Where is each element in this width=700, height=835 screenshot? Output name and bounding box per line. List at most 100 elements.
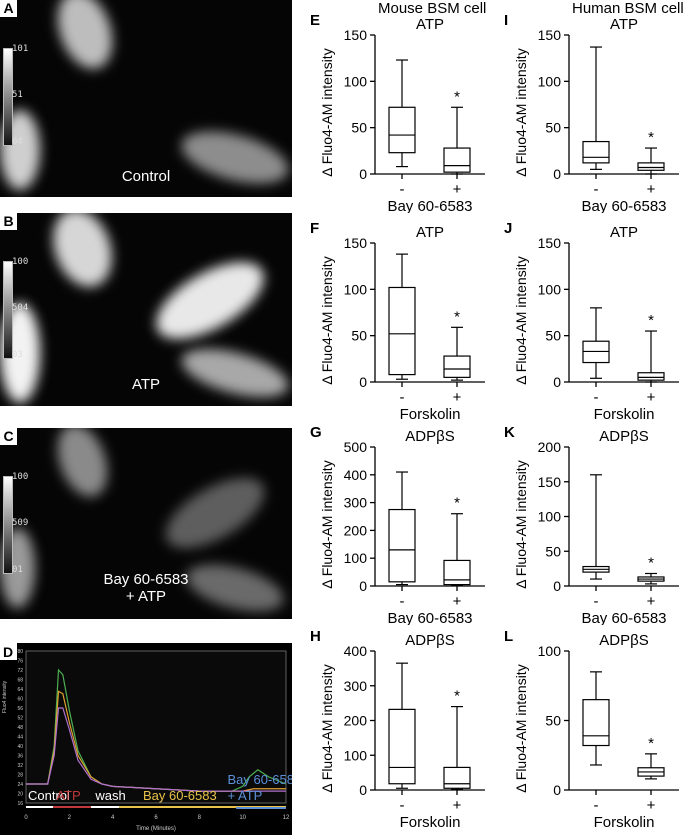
scale-tick: 100: [12, 472, 29, 482]
cell-body: [42, 213, 123, 295]
box-iqr: [388, 508, 416, 583]
column-title-mouse: Mouse BSM cell: [378, 0, 487, 17]
y-tick-label: 0: [553, 374, 561, 390]
y-tick-label: 64: [17, 687, 23, 693]
x-tick-label: +: [647, 389, 656, 406]
x-tick-label: 0: [24, 815, 28, 821]
y-tick-label: 36: [17, 754, 23, 760]
panel-label: D: [3, 644, 13, 660]
y-tick-label: 50: [545, 328, 561, 344]
box-iqr: [388, 286, 416, 376]
y-tick-label: 400: [344, 467, 368, 483]
y-tick-label: 300: [344, 678, 368, 694]
x-tick-label: -: [400, 389, 405, 406]
y-tick-label: 20: [17, 792, 23, 798]
y-tick-label: 0: [359, 166, 367, 182]
boxplot-G: G ADPβS 0 100 200 300 400 500 Δ Fluo4-AM intensi…: [310, 424, 485, 625]
scale-tick: 51: [12, 90, 23, 100]
y-tick-label: 500: [344, 439, 368, 455]
significance-marker: *: [648, 735, 654, 752]
cell-body: [48, 428, 117, 504]
box-iqr: [443, 147, 471, 173]
box-iqr: [582, 699, 610, 747]
y-tick-label: 68: [17, 678, 23, 684]
y-tick-label: 200: [344, 522, 368, 538]
x-tick-label: -: [400, 797, 405, 814]
panel-label: C: [0, 428, 17, 445]
y-axis-label: Δ Fluo4-AM intensity: [513, 256, 529, 384]
panel-letter: G: [310, 424, 322, 441]
x-tick-label: 2: [68, 815, 72, 821]
x-axis-label: Forskolin: [594, 814, 655, 829]
panel-letter: J: [504, 220, 512, 237]
y-tick-label: 100: [344, 73, 368, 89]
y-tick-label: 150: [344, 235, 368, 251]
boxplot-F: F ATP 0 50 100 150 Δ Fluo4-AM intensity - + * Fors…: [310, 220, 485, 421]
column-title-human: Human BSM cell: [572, 0, 684, 17]
y-tick-label: 40: [17, 744, 23, 750]
y-axis-label: Δ Fluo4-AM intensity: [513, 460, 529, 588]
y-tick-label: 150: [344, 27, 368, 43]
x-tick-label: -: [400, 181, 405, 198]
significance-marker: *: [648, 554, 654, 571]
micrograph-bay-atp: C 100 509 01 Bay 60-6583 + ATP: [0, 428, 292, 619]
y-axis-label: Δ Fluo4-AM intensity: [513, 664, 529, 792]
x-tick-label: +: [453, 593, 462, 610]
cell-body: [176, 339, 292, 406]
scale-tick: 101: [12, 44, 29, 54]
significance-marker: *: [648, 129, 654, 146]
x-tick-label: +: [453, 797, 462, 814]
scale-tick: 504: [12, 303, 29, 313]
y-tick-label: 80: [17, 649, 23, 655]
y-tick-label: 100: [538, 281, 562, 297]
scale-tick: 100: [12, 257, 29, 267]
x-axis-label: Bay 60-6583: [581, 198, 666, 213]
box-iqr: [443, 355, 471, 378]
x-tick-label: 4: [111, 815, 115, 821]
y-axis-label: Δ Fluo4-AM intensity: [319, 48, 335, 176]
box-iqr: [388, 708, 416, 785]
x-axis-label: Forskolin: [400, 406, 461, 421]
scale-tick: 01: [12, 565, 23, 575]
y-tick-label: 0: [359, 374, 367, 390]
y-tick-label: 100: [538, 643, 562, 659]
y-tick-label: 50: [351, 328, 367, 344]
x-axis-label: Bay 60-6583: [387, 610, 472, 625]
y-tick-label: 50: [545, 120, 561, 136]
panel-letter: L: [504, 628, 513, 645]
panel-label-bg: [0, 643, 17, 660]
y-axis-label: Δ Fluo4-AM intensity: [319, 460, 335, 588]
x-tick-label: 10: [239, 815, 246, 821]
significance-marker: *: [454, 88, 460, 105]
x-tick-label: 8: [198, 815, 202, 821]
trace-line: [26, 707, 286, 792]
boxplot-K: K ADPβS 0 50 100 150 200 Δ Fluo4-AM intensity - +…: [504, 424, 679, 625]
x-tick-label: -: [594, 389, 599, 406]
y-tick-label: 0: [359, 782, 367, 798]
treatment-label: ATP: [56, 788, 80, 803]
chart-title: ATP: [610, 16, 638, 33]
y-tick-label: 100: [344, 550, 368, 566]
boxplot-L: L ADPβS 0 50 100 Δ Fluo4-AM intensity - + * Forsk…: [504, 628, 679, 829]
fluo4-trace-panel: 16 20 24 28 32 36 40 44 48 52 56 60 64 68 72 76 80 0 2 4 6 8 1…: [0, 643, 292, 835]
x-tick-label: +: [647, 181, 656, 198]
y-tick-label: 16: [17, 801, 23, 807]
scale-tick: 03: [12, 350, 23, 360]
y-tick-label: 32: [17, 763, 23, 769]
panel-letter: H: [310, 628, 321, 645]
y-tick-label: 52: [17, 716, 23, 722]
panel-letter: I: [504, 12, 508, 29]
significance-marker: *: [648, 312, 654, 329]
treatment-label: wash: [94, 788, 125, 803]
plot-area: [25, 650, 287, 804]
cell-body: [154, 463, 276, 563]
intensity-scalebar: [3, 476, 13, 574]
micrograph-caption: Control: [121, 168, 171, 185]
y-tick-label: 100: [538, 73, 562, 89]
y-tick-label: 200: [538, 439, 562, 455]
panel-letter: K: [504, 424, 515, 441]
y-tick-label: 400: [344, 643, 368, 659]
x-tick-label: +: [453, 181, 462, 198]
significance-marker: *: [454, 308, 460, 325]
y-tick-label: 76: [17, 659, 23, 665]
